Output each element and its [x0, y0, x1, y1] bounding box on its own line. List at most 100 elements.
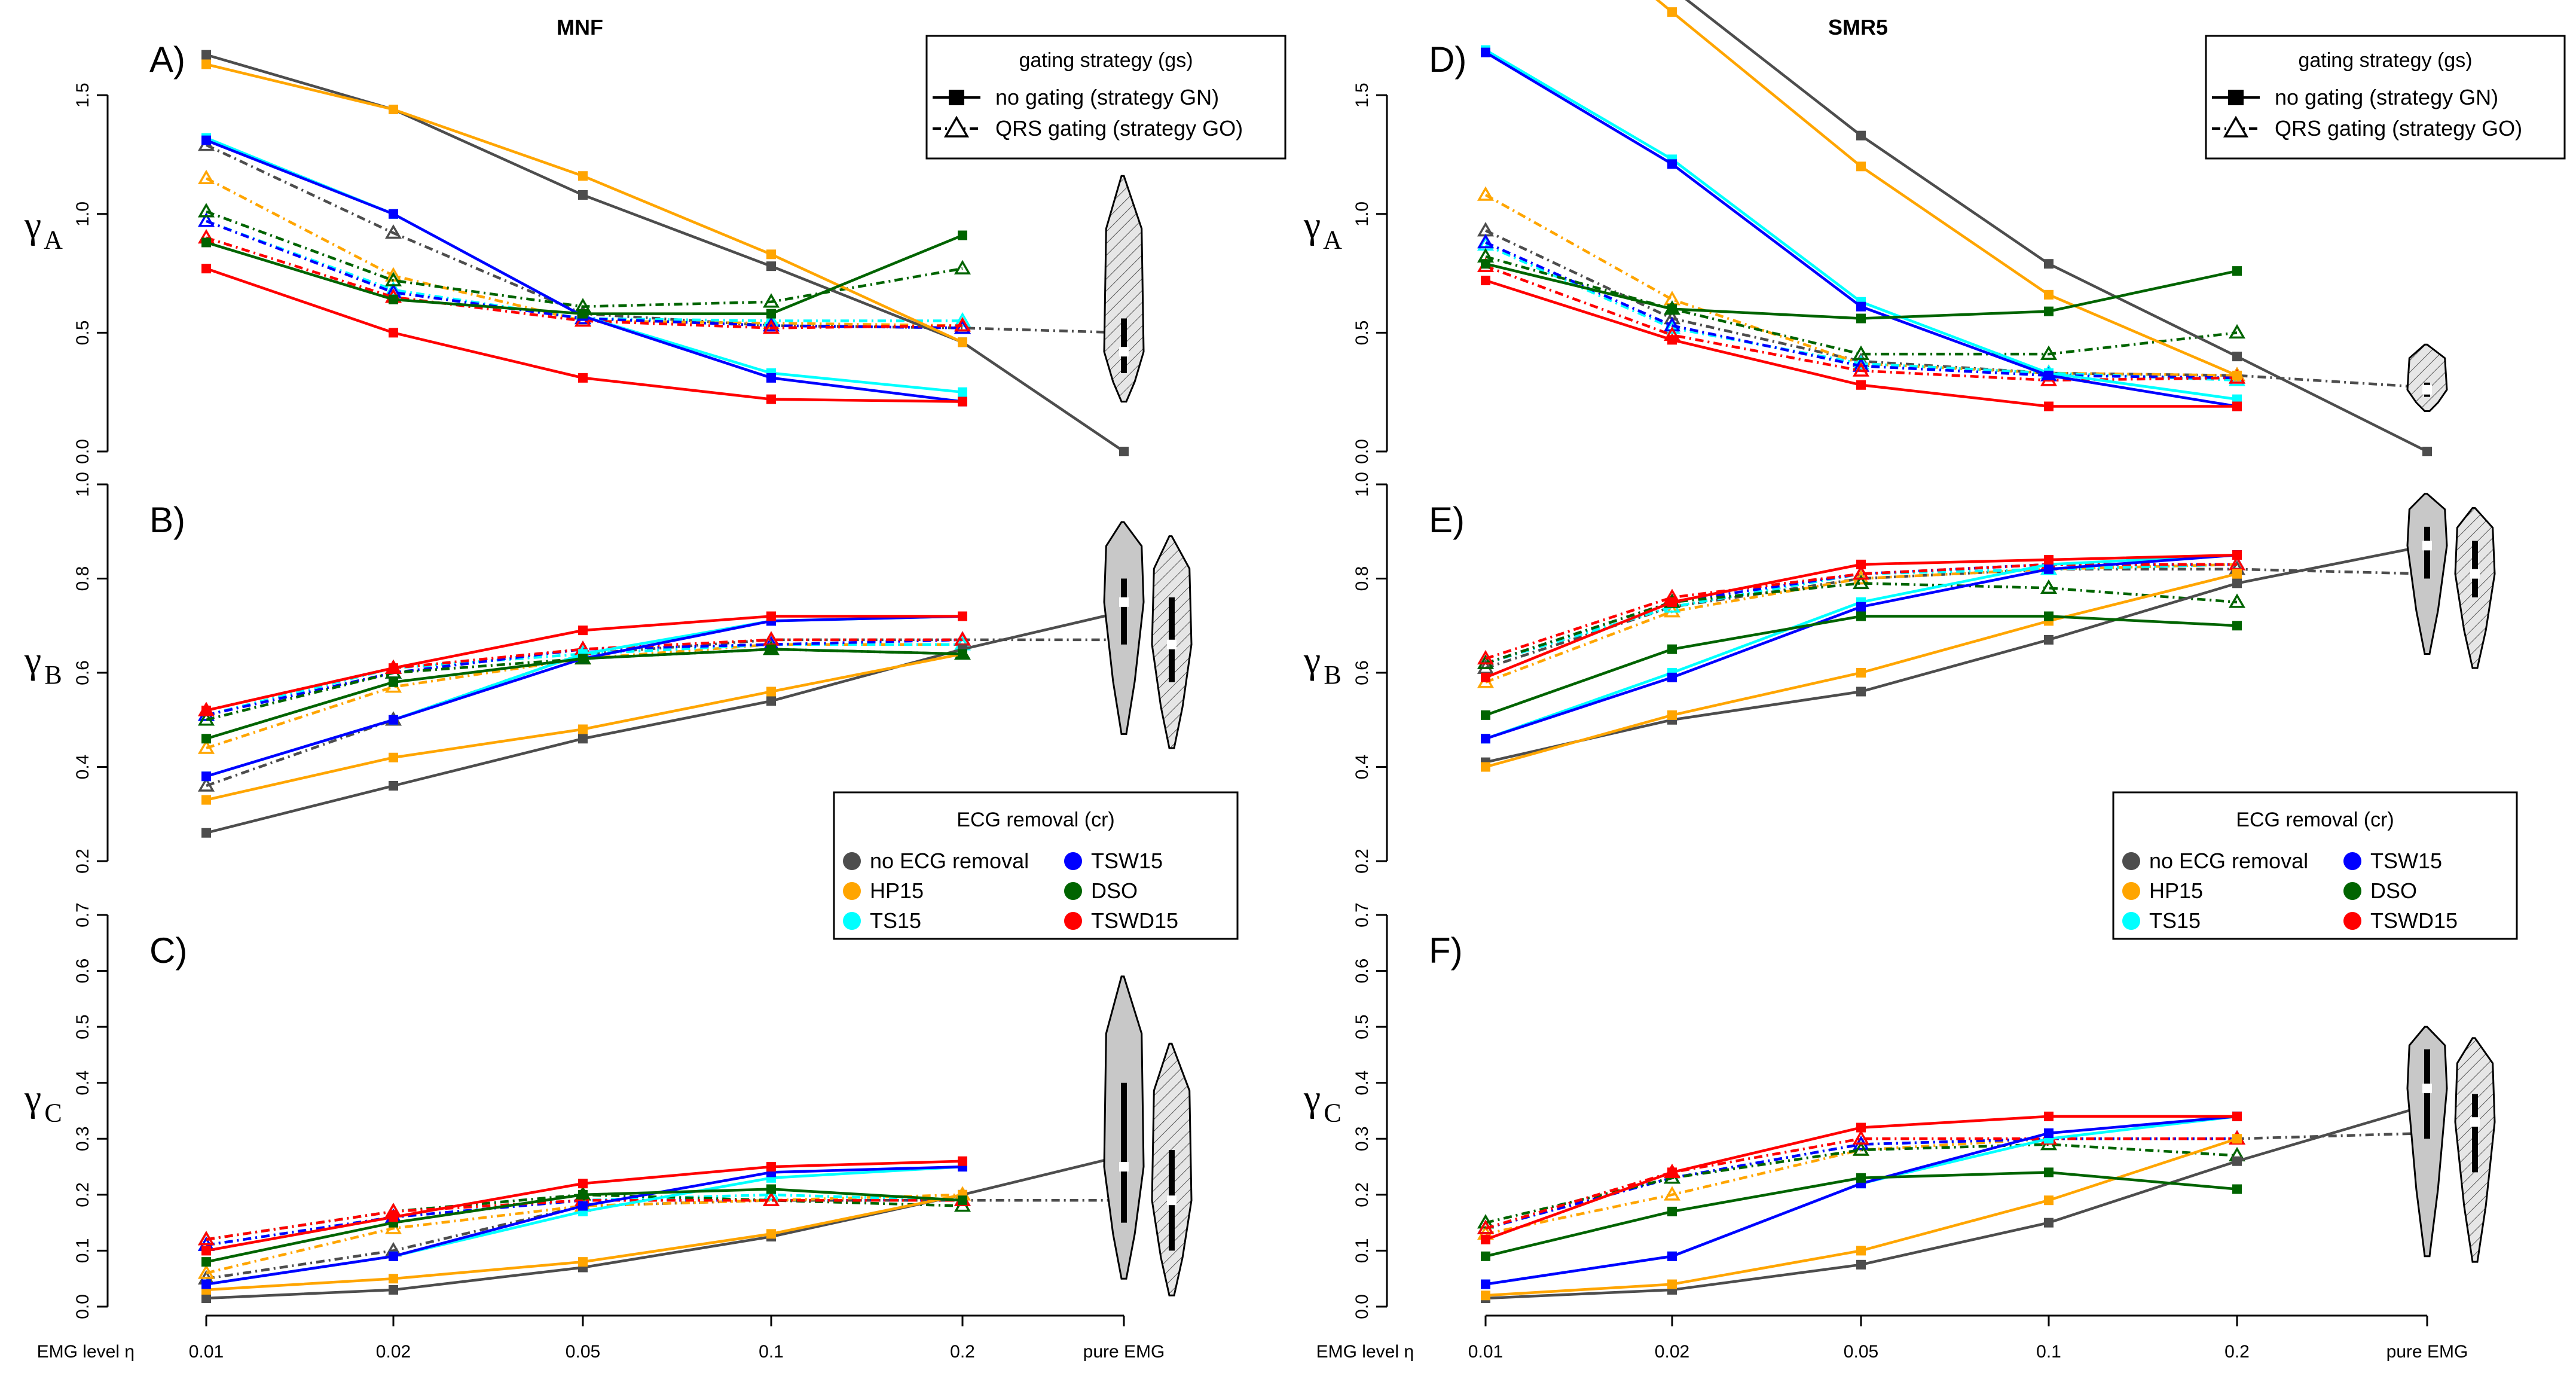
series-line-HP15-GO	[1485, 563, 2238, 684]
panel-axes-a: 0.0 0.5 1.0 1.5 γ A A) MNF	[24, 15, 603, 464]
point-TSWD15-gn	[201, 1246, 211, 1256]
series-line-TS15-GO	[206, 643, 962, 717]
point-DSO-gn	[1856, 1173, 1866, 1183]
series-line-none-GN	[1485, 544, 2428, 764]
point-DSO-gn	[2232, 266, 2242, 276]
y-tick-label: 1.5	[73, 83, 93, 108]
point-HP15-go	[197, 739, 215, 754]
point-TSWD15-gn	[2044, 555, 2054, 565]
point-TSW15-go	[197, 212, 215, 227]
y-axis-label-subscript: A	[1323, 225, 1342, 255]
ecg-legend-dot	[843, 912, 861, 930]
series-line-none-GO	[206, 1198, 1124, 1280]
point-HP15-gn	[578, 1257, 588, 1267]
x-tick-label: 0.05	[1844, 1342, 1878, 1362]
gating-legend: gating strategy (gs) no gating (strategy …	[925, 35, 1287, 160]
point-none-gn	[2232, 352, 2242, 362]
point-none-go	[197, 777, 215, 792]
point-DSO-gn	[958, 649, 967, 659]
point-HP15-gn	[201, 59, 211, 69]
y-tick-label: 0.1	[1352, 1238, 1372, 1264]
point-HP15-go	[1663, 1186, 1681, 1201]
legends-layer: gating strategy (gs) no gating (strategy …	[833, 35, 2566, 940]
y-axis-label: γ	[1303, 204, 1321, 246]
violin-median	[2422, 385, 2432, 395]
point-DSO-go	[2040, 579, 2058, 594]
ecg-legend-title: ECG removal (cr)	[957, 808, 1114, 831]
panel-a	[197, 50, 1145, 456]
series-line-none-GN	[1485, 1103, 2428, 1300]
ecg-legend-dot	[2122, 912, 2140, 930]
y-tick-label: 0.6	[73, 959, 93, 984]
point-TSWD15-gn	[1856, 1122, 1866, 1133]
point-none-gn	[389, 781, 398, 791]
point-pure-emg	[1119, 447, 1129, 456]
point-TSWD15-go	[1852, 1130, 1870, 1145]
point-TSWD15-gn	[1481, 672, 1490, 682]
x-tick-label: 0.01	[1468, 1342, 1503, 1362]
point-TSW15-go	[1477, 233, 1495, 249]
y-tick-label: 0.5	[1352, 321, 1372, 346]
x-tick-label: pure EMG	[1083, 1342, 1165, 1362]
point-HP15-go	[197, 1264, 215, 1279]
ecg-legend-label: TS15	[2149, 908, 2201, 933]
series-group	[197, 1154, 1124, 1303]
series-group	[1477, 1103, 2428, 1303]
series-group	[1477, 544, 2428, 772]
panel-letter: B)	[149, 500, 185, 540]
violin-median	[2470, 569, 2480, 579]
point-HP15-gn	[766, 1229, 776, 1239]
point-TSWD15-go	[1477, 1219, 1495, 1234]
y-tick-label: 0.5	[73, 321, 93, 346]
point-HP15-gn	[2232, 1134, 2242, 1144]
point-HP15-gn	[1481, 1290, 1490, 1301]
panel-letter: F)	[1429, 930, 1463, 971]
point-HP15-gn	[2044, 1195, 2054, 1206]
y-tick-label: 0.6	[1352, 660, 1372, 685]
point-DSO-gn	[1481, 1251, 1490, 1261]
point-DSO-gn	[1667, 1206, 1677, 1216]
panel-axes-d: 0.0 0.5 1.0 1.5 γ A D) SMR5	[1303, 15, 1888, 464]
violin-median	[1167, 1195, 1177, 1206]
point-DSO-go	[2040, 345, 2058, 360]
point-DSO-gn	[2232, 621, 2242, 631]
y-tick-label: 1.0	[1352, 472, 1372, 497]
series-line-none-GN	[206, 1154, 1124, 1300]
x-tick-label: pure EMG	[2386, 1342, 2468, 1362]
point-none-gn	[2044, 1218, 2054, 1228]
point-TSWD15-go	[1477, 649, 1495, 665]
point-TSWD15-gn	[578, 373, 588, 383]
point-HP15-gn	[578, 171, 588, 181]
point-HP15-gn	[766, 687, 776, 697]
point-DSO-gn	[766, 644, 776, 654]
triangle-icon	[2223, 115, 2249, 138]
x-tick-label: 0.02	[1655, 1342, 1689, 1362]
y-tick-label: 0.0	[1352, 439, 1372, 464]
x-tick-label: 0.01	[189, 1342, 224, 1362]
point-TSW15-gn	[201, 1279, 211, 1289]
gating-legend-label: QRS gating (strategy GO)	[2275, 116, 2522, 141]
point-TSWD15-gn	[1481, 1234, 1490, 1244]
point-HP15-gn	[1856, 668, 1866, 678]
violin-median	[2422, 1084, 2432, 1094]
y-tick-label: 0.2	[1352, 1182, 1372, 1207]
point-TSWD15-gn	[958, 611, 967, 621]
x-axis-label: EMG level η	[1316, 1342, 1414, 1362]
point-DSO-go	[197, 203, 215, 218]
point-DSO-go	[2228, 324, 2246, 339]
panel-c	[197, 975, 1193, 1303]
column-title: MNF	[557, 15, 603, 39]
gating-legend-label: QRS gating (strategy GO)	[995, 116, 1243, 141]
point-DSO-gn	[958, 230, 967, 240]
point-HP15-gn	[201, 795, 211, 805]
point-none-gn	[766, 261, 776, 271]
x-tick-label: 0.2	[2224, 1342, 2250, 1362]
y-axis-label-subscript: C	[1324, 1099, 1341, 1128]
point-DSO-gn	[1481, 710, 1490, 720]
point-DSO-gn	[201, 734, 211, 744]
y-tick-label: 0.4	[1352, 755, 1372, 780]
point-none-gn	[578, 734, 588, 744]
series-line-TSWD15-GO	[206, 638, 962, 712]
point-TSW15-gn	[1856, 602, 1866, 612]
point-TSWD15-gn	[1667, 335, 1677, 345]
